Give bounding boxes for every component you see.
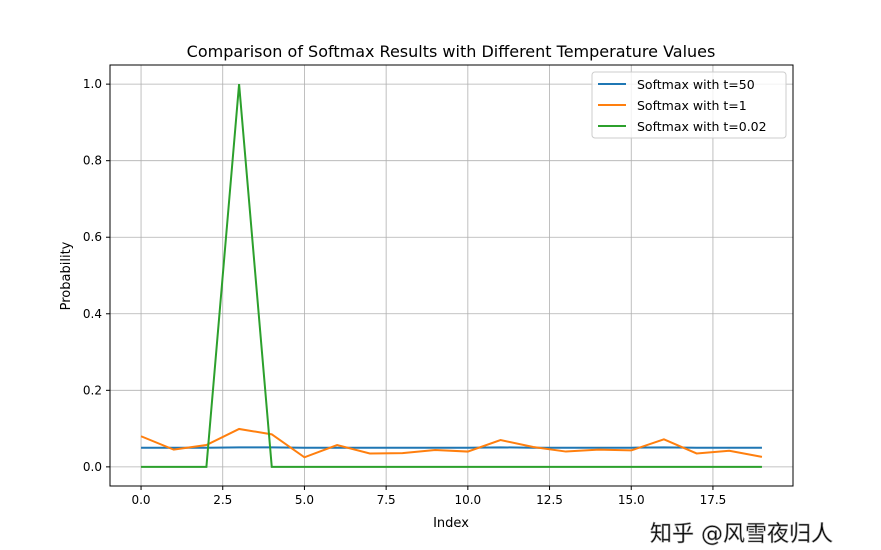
- x-tick-label: 2.5: [213, 493, 232, 507]
- chart-title: Comparison of Softmax Results with Diffe…: [187, 42, 716, 61]
- legend-label: Softmax with t=50: [637, 77, 755, 92]
- legend: Softmax with t=50 Softmax with t=1 Softmax…: [592, 72, 786, 138]
- series-line-1: [141, 429, 762, 457]
- y-tick-label: 0.8: [83, 154, 102, 168]
- y-tick-label: 1.0: [83, 77, 102, 91]
- watermark: 知乎 @风雪夜归人: [650, 522, 833, 546]
- y-tick-label: 0.2: [83, 383, 102, 397]
- x-tick-label: 17.5: [700, 493, 727, 507]
- y-tick-label: 0.4: [83, 307, 102, 321]
- x-tick-label: 7.5: [377, 493, 396, 507]
- y-axis-label: Probability: [59, 241, 74, 310]
- legend-label: Softmax with t=0.02: [637, 119, 767, 134]
- ticks: 0.0 2.5 5.0 7.5 10.0 12.5 15.0 17.5 0.0 0.2 0.4 0.6…: [83, 77, 726, 507]
- legend-label: Softmax with t=1: [637, 98, 747, 113]
- x-tick-label: 12.5: [536, 493, 563, 507]
- x-tick-label: 0.0: [131, 493, 150, 507]
- x-tick-label: 15.0: [618, 493, 645, 507]
- x-tick-label: 10.0: [454, 493, 481, 507]
- y-tick-label: 0.6: [83, 230, 102, 244]
- series-lines: [141, 84, 762, 467]
- series-line-2: [141, 84, 762, 467]
- x-axis-label: Index: [433, 516, 469, 531]
- y-tick-label: 0.0: [83, 460, 102, 474]
- x-tick-label: 5.0: [295, 493, 314, 507]
